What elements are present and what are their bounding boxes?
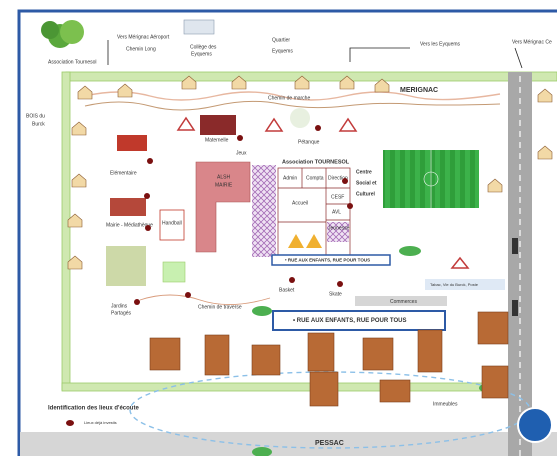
college-building	[184, 20, 214, 34]
place-label: Partagés	[111, 310, 132, 316]
label: Chemin Long	[126, 46, 156, 52]
centre-name: Social et	[356, 180, 377, 186]
green-area	[163, 262, 185, 282]
centre-cell: Jeunesse	[328, 225, 350, 231]
listening-points	[185, 292, 191, 298]
listening-points	[144, 193, 150, 199]
legend-item: Lieux déjà investis	[84, 420, 117, 425]
place-label: Jardins	[111, 303, 128, 309]
cars	[252, 306, 272, 316]
centre-name: Centre	[356, 169, 372, 175]
place-label: Chemin de traverse	[198, 304, 242, 310]
pattern-area	[252, 165, 276, 257]
centre-title: Association TOURNESOL	[282, 159, 350, 165]
place-label: Chemin de marche	[268, 95, 310, 101]
buildings	[418, 330, 442, 372]
roads	[20, 432, 557, 456]
logo	[60, 20, 84, 44]
legend-title: Identification des lieux d'écoute	[48, 406, 139, 412]
label: Vers les Eyquems	[420, 41, 461, 47]
buildings	[252, 345, 280, 375]
cars	[399, 246, 421, 256]
roads	[62, 72, 70, 390]
centre-cell: Admin	[283, 175, 297, 181]
place-label: Basket	[279, 287, 295, 293]
buildings	[478, 312, 508, 344]
football-field	[383, 150, 479, 208]
banner-text: • RUE AUX ENFANTS, RUE POUR TOUS	[293, 318, 406, 324]
legend-marker	[66, 420, 74, 426]
roads	[66, 72, 557, 81]
place-label: BOIS du	[26, 113, 45, 119]
place-label: ALSH	[217, 174, 230, 180]
label: Eyquems	[191, 51, 212, 57]
buildings	[380, 380, 410, 402]
place-label: MAIRIE	[215, 182, 233, 188]
listening-points	[134, 299, 140, 305]
place-label: Maternelle	[205, 137, 229, 143]
buildings	[150, 338, 180, 370]
place-label: Jeux	[236, 150, 247, 156]
listening-points	[237, 135, 243, 141]
label: Vers Mérignac Ce	[512, 39, 552, 45]
listening-points	[347, 203, 353, 209]
buildings	[482, 366, 508, 398]
label: Collège des	[190, 44, 217, 50]
listening-points	[337, 281, 343, 287]
place-label: Commerces	[390, 299, 417, 305]
roads	[62, 383, 508, 391]
place-label: PESSAC	[315, 440, 344, 447]
neighbourhood-map: Association Tournesol Vers Mérignac Aéro…	[0, 0, 557, 456]
centre-name: Culturel	[356, 191, 376, 197]
centre-cell: Accueil	[292, 200, 308, 206]
garden	[106, 246, 146, 286]
place-label: Skate	[329, 291, 342, 297]
place-label: Immeubles	[433, 401, 458, 407]
logo-badge	[518, 408, 552, 442]
school-buildings	[117, 135, 147, 151]
listening-points	[147, 158, 153, 164]
school-buildings	[200, 115, 236, 135]
college-building	[184, 20, 214, 34]
place-label: Pétanque	[298, 139, 320, 145]
buildings	[363, 338, 393, 370]
place-label: Handball	[162, 220, 182, 226]
label: Eyquems	[272, 48, 293, 54]
school-buildings	[290, 108, 310, 128]
centre-cell: AVL	[332, 209, 341, 215]
traffic-lights	[512, 300, 518, 316]
place-label: Elémentaire	[110, 170, 137, 176]
place-label: Burck	[32, 121, 45, 127]
listening-points	[145, 225, 151, 231]
buildings	[205, 335, 229, 375]
buildings	[308, 333, 334, 371]
buildings	[310, 372, 338, 406]
place-label: Tabac, Vie du Burck, Poste	[430, 282, 479, 287]
traffic-lights	[512, 238, 518, 254]
listening-points	[315, 125, 321, 131]
logo	[41, 21, 59, 39]
logo-text: Association Tournesol	[48, 59, 97, 65]
school-buildings	[110, 198, 146, 216]
banner-text: • RUE AUX ENFANTS, RUE POUR TOUS	[285, 258, 370, 263]
label: Vers Mérignac Aéroport	[117, 34, 170, 40]
centre-cell: CESF	[331, 194, 344, 200]
centre-cell: Compta	[306, 175, 324, 181]
listening-points	[289, 277, 295, 283]
label: Quartier	[272, 37, 290, 43]
listening-points	[342, 178, 348, 184]
place-label: MERIGNAC	[400, 87, 438, 94]
